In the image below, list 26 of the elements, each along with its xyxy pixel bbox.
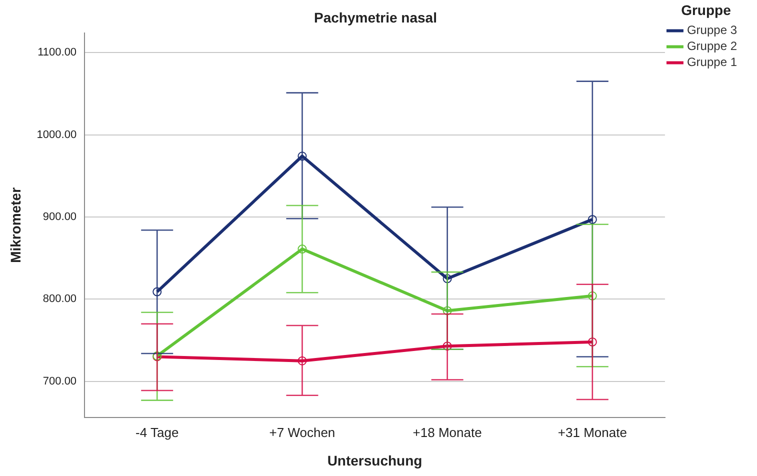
- point: [442, 274, 452, 284]
- point: [588, 291, 597, 300]
- x-axis-title: Untersuchung: [327, 452, 422, 468]
- y-tick-label: 1000.00: [36, 128, 77, 141]
- chart-title: Pachymetrie nasal: [314, 9, 437, 26]
- point: [588, 214, 597, 224]
- legend-title: Gruppe: [681, 2, 732, 18]
- legend-label: Gruppe 1: [686, 55, 738, 70]
- point: [298, 356, 307, 366]
- y-tick-label: 700.00: [42, 375, 77, 388]
- legend-label: Gruppe 2: [686, 39, 738, 54]
- y-tick-label: 900.00: [42, 211, 77, 224]
- y-tick-label: 800.00: [42, 293, 77, 306]
- legend-label: Gruppe 3: [686, 23, 738, 38]
- x-tick-label: +18 Monate: [412, 424, 482, 440]
- y-axis-title: Mikrometer: [7, 186, 24, 263]
- point: [298, 244, 307, 254]
- point: [152, 287, 162, 296]
- x-tick-label: +31 Monate: [558, 424, 627, 440]
- x-tick-label: +7 Wochen: [269, 424, 336, 440]
- point: [588, 337, 597, 346]
- point: [442, 306, 452, 316]
- y-tick-label: 1100.00: [38, 46, 77, 59]
- point: [442, 342, 452, 351]
- point: [298, 152, 307, 161]
- x-tick-label: -4 Tage: [136, 424, 179, 440]
